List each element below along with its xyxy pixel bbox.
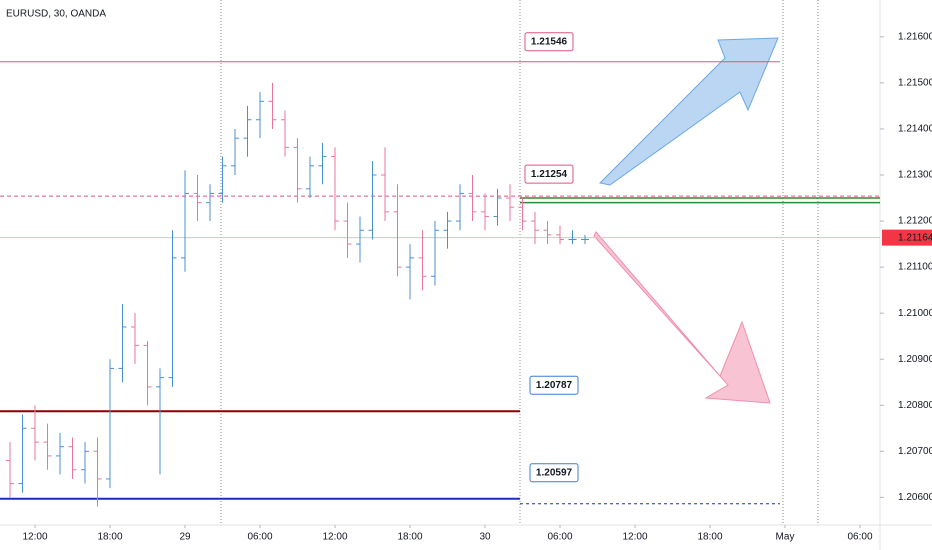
x-tick-label: 29 <box>179 532 191 543</box>
current-price-label: 1.21164 <box>898 232 932 243</box>
level-label: 1.21546 <box>531 36 568 47</box>
y-tick-label: 1.21200 <box>898 216 932 227</box>
y-tick-label: 1.21600 <box>898 31 932 42</box>
x-tick-label: 18:00 <box>697 532 722 543</box>
level-label-box <box>529 375 579 395</box>
y-tick-label: 1.21000 <box>898 308 932 319</box>
y-tick-label: 1.20900 <box>898 354 932 365</box>
y-tick-label: 1.20700 <box>898 446 932 457</box>
level-label: 1.21254 <box>531 169 568 180</box>
level-label-box <box>529 463 579 483</box>
x-tick-label: 18:00 <box>97 532 122 543</box>
x-tick-label: 06:00 <box>847 532 872 543</box>
x-tick-label: 12:00 <box>22 532 47 543</box>
level-label-box <box>524 32 574 52</box>
current-price-box <box>882 229 932 246</box>
down-arrow-drawing <box>593 231 771 404</box>
x-tick-label: May <box>776 532 795 543</box>
y-tick-label: 1.20600 <box>898 492 932 503</box>
x-tick-label: 12:00 <box>622 532 647 543</box>
y-tick-label: 1.21100 <box>898 262 932 273</box>
x-tick-label: 30 <box>479 532 491 543</box>
x-tick-label: 06:00 <box>247 532 272 543</box>
level-label-box <box>524 164 574 184</box>
x-tick-label: 12:00 <box>322 532 347 543</box>
x-tick-label: 06:00 <box>547 532 572 543</box>
x-tick-label: 18:00 <box>397 532 422 543</box>
up-arrow-drawing <box>598 37 779 186</box>
y-tick-label: 1.21400 <box>898 124 932 135</box>
y-tick-label: 1.21500 <box>898 78 932 89</box>
y-tick-label: 1.20800 <box>898 400 932 411</box>
level-label: 1.20597 <box>536 467 573 478</box>
y-tick-label: 1.21300 <box>898 170 932 181</box>
level-label: 1.20787 <box>536 380 573 391</box>
symbol-title: EURUSD, 30, OANDA <box>6 9 106 20</box>
